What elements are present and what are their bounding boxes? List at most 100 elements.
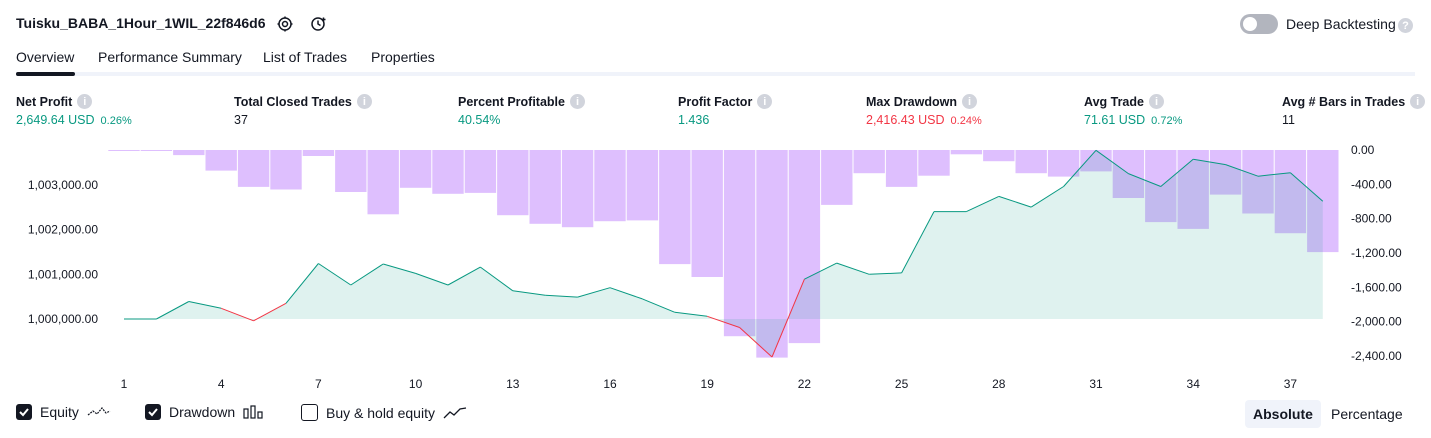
equity-line-segment [739, 327, 773, 358]
info-icon: i [77, 94, 93, 109]
buy-hold-icon [443, 406, 467, 418]
x-axis-tick-label: 4 [218, 377, 225, 391]
drawdown-bar [626, 150, 659, 221]
x-axis-tick-label: 28 [992, 377, 1006, 391]
stat-percent-profitable-label: Percent Profitable i [458, 94, 585, 109]
help-icon[interactable]: ? [1398, 17, 1413, 35]
stat-profit-factor-label: Profit Factor i [678, 94, 773, 109]
drawdown-bar [756, 150, 788, 358]
equity-line-segment [771, 279, 805, 358]
drawdown-bar [821, 150, 853, 205]
equity-line-segment [901, 211, 935, 274]
drawdown-bar [594, 150, 626, 222]
left-axis-tick-label: 1,000,000.00 [28, 312, 98, 326]
right-axis-tick-label: -400.00 [1351, 177, 1392, 191]
equity-line-segment [1030, 186, 1064, 208]
equity-line-segment [1095, 149, 1129, 175]
drawdown-bar [561, 150, 594, 228]
equity-line-segment [1257, 172, 1291, 177]
tab-list-of-trades[interactable]: List of Trades [263, 49, 348, 65]
mode-absolute-button[interactable]: Absolute [1245, 400, 1321, 428]
drawdown-bar [140, 150, 173, 151]
drawdown-bar [529, 150, 561, 224]
drawdown-icon [243, 405, 263, 419]
equity-line-segment [156, 301, 190, 320]
checkbox-checked-icon[interactable] [145, 404, 161, 420]
legend-buy-hold[interactable]: Buy & hold equity [301, 404, 467, 421]
drawdown-bar [1242, 150, 1274, 214]
equity-line-segment [804, 262, 838, 280]
info-icon: i [962, 94, 977, 109]
drawdown-bar [1274, 150, 1307, 234]
left-axis-tick-label: 1,001,000.00 [28, 267, 98, 281]
stat-max-drawdown-label: Max Drawdown i [866, 94, 977, 109]
drawdown-bar [302, 150, 335, 156]
equity-line-segment [1063, 149, 1097, 187]
drawdown-bar [432, 150, 464, 194]
equity-line-segment [318, 263, 352, 286]
x-axis-tick-label: 34 [1187, 377, 1201, 391]
x-axis-tick-label: 1 [121, 377, 128, 391]
x-axis-tick-label: 10 [409, 377, 423, 391]
drawdown-bar [1209, 150, 1242, 195]
equity-line-segment [707, 315, 740, 328]
stat-avg-bars-label: Avg # Bars in Trades i [1282, 94, 1426, 109]
x-axis-tick-label: 13 [506, 377, 520, 391]
equity-line-segment [221, 307, 254, 322]
x-axis-tick-label: 22 [798, 377, 812, 391]
equity-line-segment [674, 311, 708, 317]
legend-drawdown-label: Drawdown [169, 404, 236, 420]
stat-profit-factor-value: 1.436 [678, 113, 710, 127]
x-axis-tick-label: 31 [1089, 377, 1103, 391]
drawdown-bar [659, 150, 691, 265]
drawdown-bar [723, 150, 756, 337]
drawdown-bar [788, 150, 821, 344]
drawdown-bar [335, 150, 367, 192]
drawdown-bar [885, 150, 918, 187]
drawdown-bar [1047, 150, 1080, 177]
equity-line-segment [415, 272, 449, 286]
checkbox-unchecked-icon[interactable] [301, 404, 318, 421]
stat-total-closed-trades-label: Total Closed Trades i [234, 94, 372, 109]
equity-line-segment [1128, 173, 1161, 187]
replay-clock-icon[interactable] [309, 14, 329, 34]
right-axis-tick-label: -1,600.00 [1351, 280, 1402, 294]
mode-percentage-button[interactable]: Percentage [1331, 406, 1403, 422]
legend-drawdown[interactable]: Drawdown [145, 404, 265, 420]
deep-backtesting-label: Deep Backtesting [1286, 16, 1396, 32]
drawdown-bar [464, 150, 497, 193]
legend-equity[interactable]: Equity [16, 404, 111, 420]
equity-line-segment [609, 287, 643, 300]
equity-line-segment [512, 290, 546, 296]
tab-properties[interactable]: Properties [371, 49, 435, 65]
tab-performance-summary[interactable]: Performance Summary [98, 49, 242, 65]
x-axis-tick-label: 16 [603, 377, 617, 391]
equity-line-segment [577, 287, 611, 298]
x-axis-tick-label: 25 [895, 377, 909, 391]
drawdown-bar [691, 150, 723, 277]
x-axis-tick-label: 19 [701, 377, 715, 391]
drawdown-bar [497, 150, 529, 216]
equity-line-segment [1193, 158, 1226, 166]
active-tab-indicator [16, 72, 75, 76]
stat-percent-profitable-value: 40.54% [458, 113, 501, 127]
right-axis-tick-label: -2,000.00 [1351, 315, 1402, 329]
deep-backtesting-toggle[interactable] [1240, 14, 1278, 34]
stat-net-profit-value: 2,649.64 USD 0.26% [16, 113, 132, 127]
equity-line-segment [1160, 158, 1194, 187]
legend-buy-hold-label: Buy & hold equity [326, 404, 435, 421]
equity-area [124, 150, 1323, 357]
info-icon: i [1148, 94, 1164, 109]
left-axis-tick-label: 1,002,000.00 [28, 223, 98, 237]
checkbox-checked-icon[interactable] [16, 404, 32, 420]
toggle-knob [1243, 17, 1257, 31]
drawdown-bar [270, 150, 302, 190]
right-axis-tick-label: -1,200.00 [1351, 246, 1402, 260]
settings-icon[interactable] [275, 14, 295, 34]
tabs-divider [16, 72, 1415, 76]
drawdown-bar [1177, 150, 1209, 229]
drawdown-bar [983, 150, 1015, 162]
equity-line-segment [383, 263, 416, 274]
tab-overview[interactable]: Overview [16, 49, 75, 65]
